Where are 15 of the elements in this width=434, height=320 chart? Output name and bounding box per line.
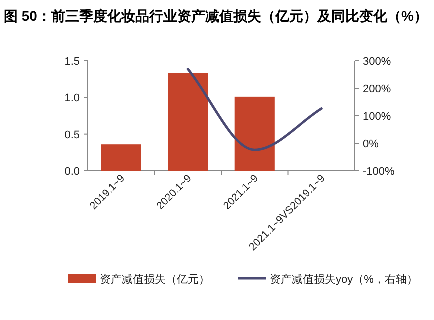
y-tick-label: 1.0 [64, 92, 80, 105]
y-tick-label: 1.5 [64, 56, 80, 68]
y2-tick-label: 100% [363, 111, 392, 123]
chart-title: 图 50：前三季度化妆品行业资产减值损失（亿元）及同比变化（%） [4, 8, 428, 24]
y-tick-label: 0.0 [64, 166, 80, 178]
bar [101, 144, 142, 171]
legend-label: 资产减值损失yoy（%，右轴） [270, 273, 418, 286]
bar [234, 96, 275, 171]
y2-tick-label: 300% [363, 56, 392, 68]
y2-tick-label: -100% [363, 166, 396, 178]
y2-tick-label: 200% [363, 84, 392, 96]
bar [168, 73, 208, 171]
legend-label: 资产减值损失（亿元） [100, 273, 210, 286]
y2-tick-label: 0% [363, 138, 380, 150]
y-tick-label: 0.5 [64, 129, 80, 142]
